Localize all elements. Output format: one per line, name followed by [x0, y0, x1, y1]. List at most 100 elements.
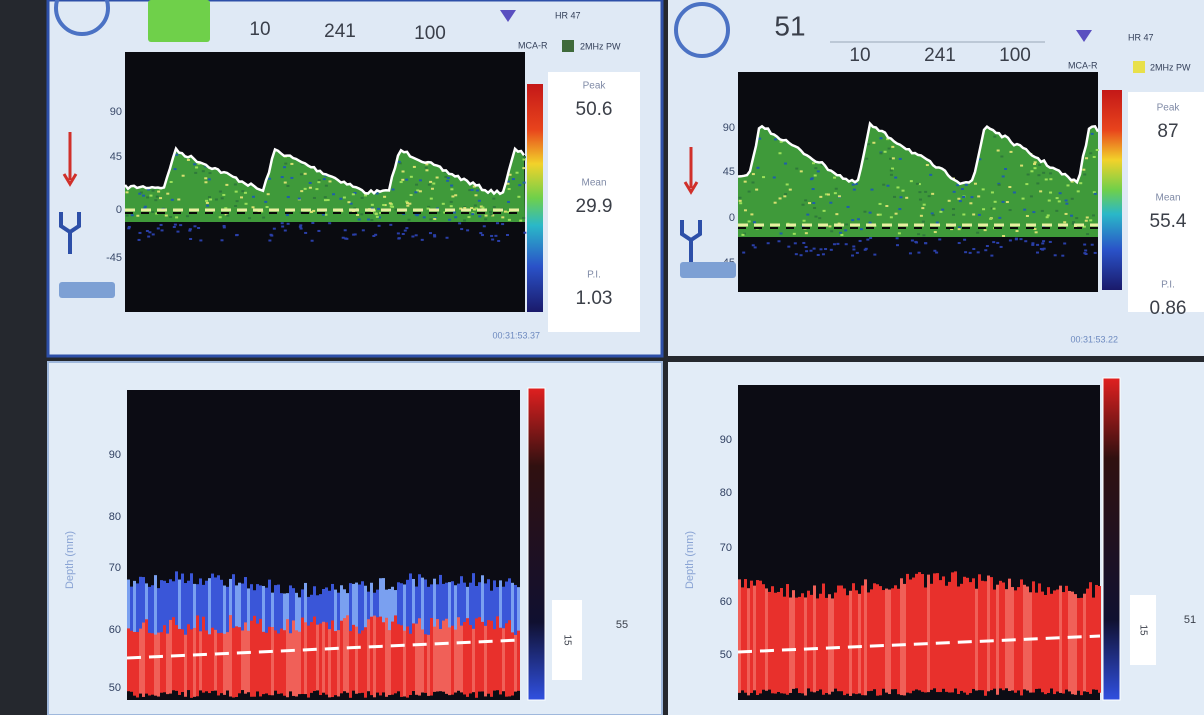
reverse-flow: [127, 227, 131, 230]
spectrum-speckle: [317, 179, 321, 182]
spectrum-speckle: [1093, 192, 1097, 195]
mmode-red: [852, 583, 855, 694]
spectrum-speckle: [1049, 178, 1053, 181]
mmode-red: [367, 619, 370, 692]
spectrum-speckle: [814, 215, 818, 218]
mmode-blue: [205, 580, 208, 640]
spectrum-speckle: [443, 211, 447, 214]
reverse-flow: [976, 251, 980, 254]
mmode-blue: [307, 596, 310, 640]
spectrum-speckle: [891, 157, 895, 160]
spectrum-speckle: [443, 170, 447, 173]
spectrum-speckle: [474, 194, 478, 197]
spectrum-speckle: [394, 208, 398, 211]
spectrum-speckle: [193, 163, 197, 166]
spectrum-speckle: [454, 216, 458, 219]
spectrum-speckle: [450, 184, 454, 187]
mmode-red: [157, 632, 160, 697]
mmode-blue: [316, 595, 319, 640]
mmode-red: [1059, 585, 1062, 693]
reverse-flow: [491, 238, 495, 241]
spectrum-speckle: [1023, 208, 1027, 211]
spectrum-speckle: [1070, 214, 1074, 217]
spectrum-speckle: [978, 158, 982, 161]
scale-label: 0: [116, 204, 122, 216]
reverse-flow: [1031, 242, 1035, 245]
spectrum-speckle: [463, 207, 467, 210]
mmode-red: [265, 632, 268, 694]
mmode-blue: [364, 585, 367, 640]
spectrum-speckle: [444, 175, 448, 178]
gate-size: 15: [1137, 624, 1148, 636]
reverse-flow: [777, 240, 781, 243]
mmode-blue: [157, 588, 160, 640]
spectrum-speckle: [515, 171, 519, 174]
spectrum-speckle: [197, 162, 201, 165]
spectrum-speckle: [226, 214, 230, 217]
mmode-red: [1044, 594, 1047, 695]
spectrum-speckle: [809, 178, 813, 181]
mmode-red: [1071, 591, 1074, 695]
reverse-flow: [873, 253, 877, 256]
spectrum-speckle: [1064, 212, 1068, 215]
spectrum-speckle: [401, 178, 405, 181]
mmode-red: [190, 629, 193, 698]
mmode-red: [400, 625, 403, 697]
mmode-blue: [379, 578, 382, 640]
mmode-blue: [187, 580, 190, 640]
mmode-red: [951, 572, 954, 693]
mmode-red: [936, 573, 939, 693]
reverse-flow: [466, 229, 470, 232]
reverse-flow: [809, 249, 813, 252]
spectrum-speckle: [452, 211, 456, 214]
mmode-blue: [130, 586, 133, 640]
spectrum-speckle: [251, 195, 255, 198]
mmode-red: [445, 618, 448, 694]
reverse-flow: [343, 229, 347, 232]
spectrum-speckle: [406, 204, 410, 207]
spectrum-speckle: [243, 191, 247, 194]
mmode-blue: [277, 584, 280, 640]
spectrum-speckle: [779, 232, 783, 235]
spectrum-speckle: [205, 199, 209, 202]
spectrum-speckle: [151, 210, 155, 213]
mmode-blue: [193, 583, 196, 640]
spectrum-speckle: [758, 137, 762, 140]
spectrum-speckle: [1046, 214, 1050, 217]
spectrum-speckle: [268, 177, 272, 180]
color-bar: [1102, 377, 1121, 701]
reverse-flow: [396, 232, 400, 235]
reverse-flow: [480, 234, 484, 237]
spectrum-speckle: [1058, 192, 1062, 195]
mmode-blue: [256, 584, 259, 640]
spectrum-speckle: [518, 184, 522, 187]
mmode-blue: [391, 586, 394, 640]
mmode-red: [292, 620, 295, 696]
mmode-red: [421, 629, 424, 693]
spectrum-speckle: [470, 188, 474, 191]
mmode-red: [780, 588, 783, 694]
spectrum-speckle: [1076, 190, 1080, 193]
spectrum-speckle: [1065, 202, 1069, 205]
mmode-red: [418, 618, 421, 696]
spectrum-speckle: [218, 190, 222, 193]
mmode-red: [160, 632, 163, 693]
reverse-flow: [405, 227, 409, 230]
spectrum-speckle: [772, 176, 776, 179]
mmode-blue: [517, 587, 520, 640]
reverse-flow: [992, 241, 996, 244]
spectrum-speckle: [1089, 152, 1093, 155]
mmode-red: [966, 577, 969, 695]
spectrum-speckle: [917, 233, 921, 236]
mmode-red: [1038, 583, 1041, 689]
spectrum-speckle: [801, 203, 805, 206]
mmode-blue: [247, 588, 250, 640]
spectrum-speckle: [889, 173, 893, 176]
reverse-flow: [858, 239, 862, 242]
spectrum-speckle: [522, 158, 526, 161]
stat-label: Mean: [1155, 193, 1180, 204]
mmode-red: [346, 615, 349, 693]
spectrum-speckle: [522, 156, 526, 159]
reverse-flow: [286, 222, 290, 225]
spectrum-speckle: [778, 197, 782, 200]
